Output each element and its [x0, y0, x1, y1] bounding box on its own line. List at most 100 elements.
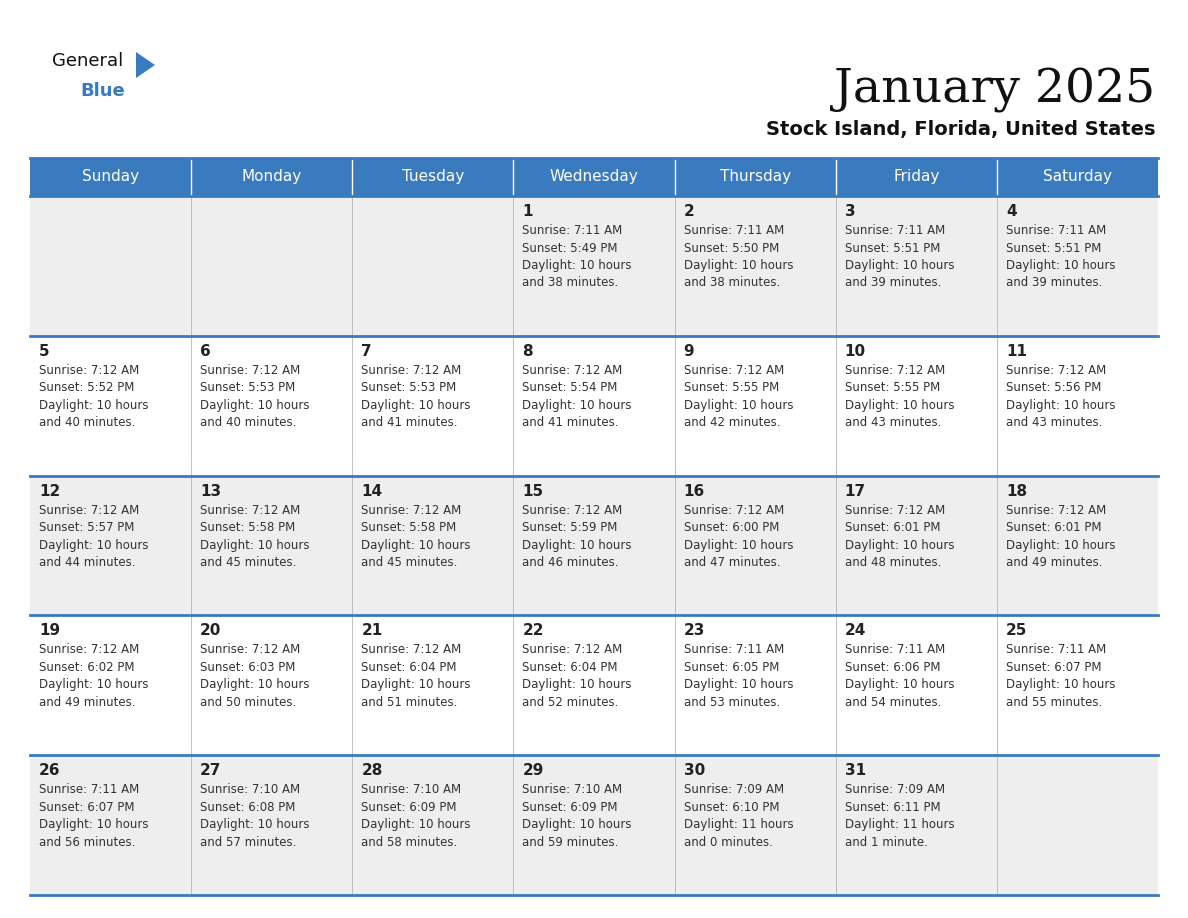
Text: Sunrise: 7:12 AM
Sunset: 5:58 PM
Daylight: 10 hours
and 45 minutes.: Sunrise: 7:12 AM Sunset: 5:58 PM Dayligh…	[361, 504, 470, 569]
Bar	[353, 615, 513, 756]
Bar	[191, 476, 353, 615]
Text: 15: 15	[523, 484, 544, 498]
Text: 22: 22	[523, 623, 544, 638]
Text: 3: 3	[845, 204, 855, 219]
Text: Sunrise: 7:12 AM
Sunset: 5:57 PM
Daylight: 10 hours
and 44 minutes.: Sunrise: 7:12 AM Sunset: 5:57 PM Dayligh…	[39, 504, 148, 569]
Bar	[30, 756, 191, 895]
Bar	[835, 615, 997, 756]
Text: Sunrise: 7:12 AM
Sunset: 5:56 PM
Daylight: 10 hours
and 43 minutes.: Sunrise: 7:12 AM Sunset: 5:56 PM Dayligh…	[1006, 364, 1116, 430]
Text: 23: 23	[683, 623, 704, 638]
Text: Sunrise: 7:12 AM
Sunset: 5:58 PM
Daylight: 10 hours
and 45 minutes.: Sunrise: 7:12 AM Sunset: 5:58 PM Dayligh…	[200, 504, 310, 569]
Bar	[835, 196, 997, 336]
Bar	[513, 158, 675, 196]
Text: 14: 14	[361, 484, 383, 498]
Text: Sunrise: 7:11 AM
Sunset: 6:07 PM
Daylight: 10 hours
and 55 minutes.: Sunrise: 7:11 AM Sunset: 6:07 PM Dayligh…	[1006, 644, 1116, 709]
Bar	[30, 158, 191, 196]
Bar	[513, 196, 675, 336]
Text: 29: 29	[523, 763, 544, 778]
Text: Sunrise: 7:12 AM
Sunset: 5:59 PM
Daylight: 10 hours
and 46 minutes.: Sunrise: 7:12 AM Sunset: 5:59 PM Dayligh…	[523, 504, 632, 569]
Bar	[997, 476, 1158, 615]
Bar	[835, 336, 997, 476]
Bar	[835, 756, 997, 895]
Text: Sunrise: 7:12 AM
Sunset: 6:00 PM
Daylight: 10 hours
and 47 minutes.: Sunrise: 7:12 AM Sunset: 6:00 PM Dayligh…	[683, 504, 794, 569]
Text: Thursday: Thursday	[720, 170, 791, 185]
Bar	[675, 336, 835, 476]
Bar	[353, 158, 513, 196]
Text: Sunrise: 7:10 AM
Sunset: 6:08 PM
Daylight: 10 hours
and 57 minutes.: Sunrise: 7:10 AM Sunset: 6:08 PM Dayligh…	[200, 783, 310, 849]
Text: Sunrise: 7:12 AM
Sunset: 5:53 PM
Daylight: 10 hours
and 41 minutes.: Sunrise: 7:12 AM Sunset: 5:53 PM Dayligh…	[361, 364, 470, 430]
Bar	[191, 336, 353, 476]
Text: 6: 6	[200, 344, 211, 359]
Text: Sunrise: 7:10 AM
Sunset: 6:09 PM
Daylight: 10 hours
and 59 minutes.: Sunrise: 7:10 AM Sunset: 6:09 PM Dayligh…	[523, 783, 632, 849]
Bar	[675, 615, 835, 756]
Text: 2: 2	[683, 204, 694, 219]
Bar	[513, 336, 675, 476]
Text: Friday: Friday	[893, 170, 940, 185]
Text: January 2025: January 2025	[834, 68, 1155, 113]
Bar	[675, 756, 835, 895]
Text: Sunrise: 7:12 AM
Sunset: 6:02 PM
Daylight: 10 hours
and 49 minutes.: Sunrise: 7:12 AM Sunset: 6:02 PM Dayligh…	[39, 644, 148, 709]
Text: 18: 18	[1006, 484, 1026, 498]
Text: 1: 1	[523, 204, 533, 219]
Text: Sunrise: 7:12 AM
Sunset: 5:54 PM
Daylight: 10 hours
and 41 minutes.: Sunrise: 7:12 AM Sunset: 5:54 PM Dayligh…	[523, 364, 632, 430]
Text: 30: 30	[683, 763, 704, 778]
Text: Sunrise: 7:12 AM
Sunset: 6:04 PM
Daylight: 10 hours
and 52 minutes.: Sunrise: 7:12 AM Sunset: 6:04 PM Dayligh…	[523, 644, 632, 709]
Bar	[30, 615, 191, 756]
Text: Sunrise: 7:10 AM
Sunset: 6:09 PM
Daylight: 10 hours
and 58 minutes.: Sunrise: 7:10 AM Sunset: 6:09 PM Dayligh…	[361, 783, 470, 849]
Bar	[30, 476, 191, 615]
Text: Saturday: Saturday	[1043, 170, 1112, 185]
Text: Blue: Blue	[80, 82, 125, 100]
Bar	[191, 158, 353, 196]
Text: Wednesday: Wednesday	[550, 170, 638, 185]
Text: Sunrise: 7:11 AM
Sunset: 5:49 PM
Daylight: 10 hours
and 38 minutes.: Sunrise: 7:11 AM Sunset: 5:49 PM Dayligh…	[523, 224, 632, 289]
Text: 31: 31	[845, 763, 866, 778]
Text: Stock Island, Florida, United States: Stock Island, Florida, United States	[765, 120, 1155, 139]
Bar	[997, 158, 1158, 196]
Bar	[513, 615, 675, 756]
Bar	[353, 196, 513, 336]
Text: 11: 11	[1006, 344, 1026, 359]
Text: Sunrise: 7:12 AM
Sunset: 6:04 PM
Daylight: 10 hours
and 51 minutes.: Sunrise: 7:12 AM Sunset: 6:04 PM Dayligh…	[361, 644, 470, 709]
Bar	[30, 336, 191, 476]
Bar	[353, 476, 513, 615]
Bar	[353, 756, 513, 895]
Text: Sunday: Sunday	[82, 170, 139, 185]
Text: 13: 13	[200, 484, 221, 498]
Text: 5: 5	[39, 344, 50, 359]
Text: Sunrise: 7:11 AM
Sunset: 6:06 PM
Daylight: 10 hours
and 54 minutes.: Sunrise: 7:11 AM Sunset: 6:06 PM Dayligh…	[845, 644, 954, 709]
Text: Sunrise: 7:11 AM
Sunset: 5:51 PM
Daylight: 10 hours
and 39 minutes.: Sunrise: 7:11 AM Sunset: 5:51 PM Dayligh…	[845, 224, 954, 289]
Bar	[997, 615, 1158, 756]
Text: 25: 25	[1006, 623, 1028, 638]
Text: Sunrise: 7:12 AM
Sunset: 6:01 PM
Daylight: 10 hours
and 49 minutes.: Sunrise: 7:12 AM Sunset: 6:01 PM Dayligh…	[1006, 504, 1116, 569]
Text: Sunrise: 7:12 AM
Sunset: 6:01 PM
Daylight: 10 hours
and 48 minutes.: Sunrise: 7:12 AM Sunset: 6:01 PM Dayligh…	[845, 504, 954, 569]
Bar	[675, 196, 835, 336]
Text: 16: 16	[683, 484, 704, 498]
Text: 28: 28	[361, 763, 383, 778]
Text: 12: 12	[39, 484, 61, 498]
Text: 10: 10	[845, 344, 866, 359]
Text: 27: 27	[200, 763, 221, 778]
Bar	[353, 336, 513, 476]
Bar	[997, 336, 1158, 476]
Bar	[30, 196, 191, 336]
Bar	[513, 476, 675, 615]
Text: 21: 21	[361, 623, 383, 638]
Bar	[191, 615, 353, 756]
Bar	[513, 756, 675, 895]
Text: 9: 9	[683, 344, 694, 359]
Text: Sunrise: 7:11 AM
Sunset: 5:50 PM
Daylight: 10 hours
and 38 minutes.: Sunrise: 7:11 AM Sunset: 5:50 PM Dayligh…	[683, 224, 794, 289]
Text: Sunrise: 7:11 AM
Sunset: 6:05 PM
Daylight: 10 hours
and 53 minutes.: Sunrise: 7:11 AM Sunset: 6:05 PM Dayligh…	[683, 644, 794, 709]
Bar	[191, 196, 353, 336]
Text: Sunrise: 7:12 AM
Sunset: 6:03 PM
Daylight: 10 hours
and 50 minutes.: Sunrise: 7:12 AM Sunset: 6:03 PM Dayligh…	[200, 644, 310, 709]
Bar	[997, 756, 1158, 895]
Bar	[997, 196, 1158, 336]
Bar	[675, 476, 835, 615]
Text: 4: 4	[1006, 204, 1017, 219]
Text: 19: 19	[39, 623, 61, 638]
Text: Tuesday: Tuesday	[402, 170, 465, 185]
Text: 24: 24	[845, 623, 866, 638]
Bar	[675, 158, 835, 196]
Text: Sunrise: 7:11 AM
Sunset: 6:07 PM
Daylight: 10 hours
and 56 minutes.: Sunrise: 7:11 AM Sunset: 6:07 PM Dayligh…	[39, 783, 148, 849]
Text: 17: 17	[845, 484, 866, 498]
Text: Sunrise: 7:12 AM
Sunset: 5:55 PM
Daylight: 10 hours
and 42 minutes.: Sunrise: 7:12 AM Sunset: 5:55 PM Dayligh…	[683, 364, 794, 430]
